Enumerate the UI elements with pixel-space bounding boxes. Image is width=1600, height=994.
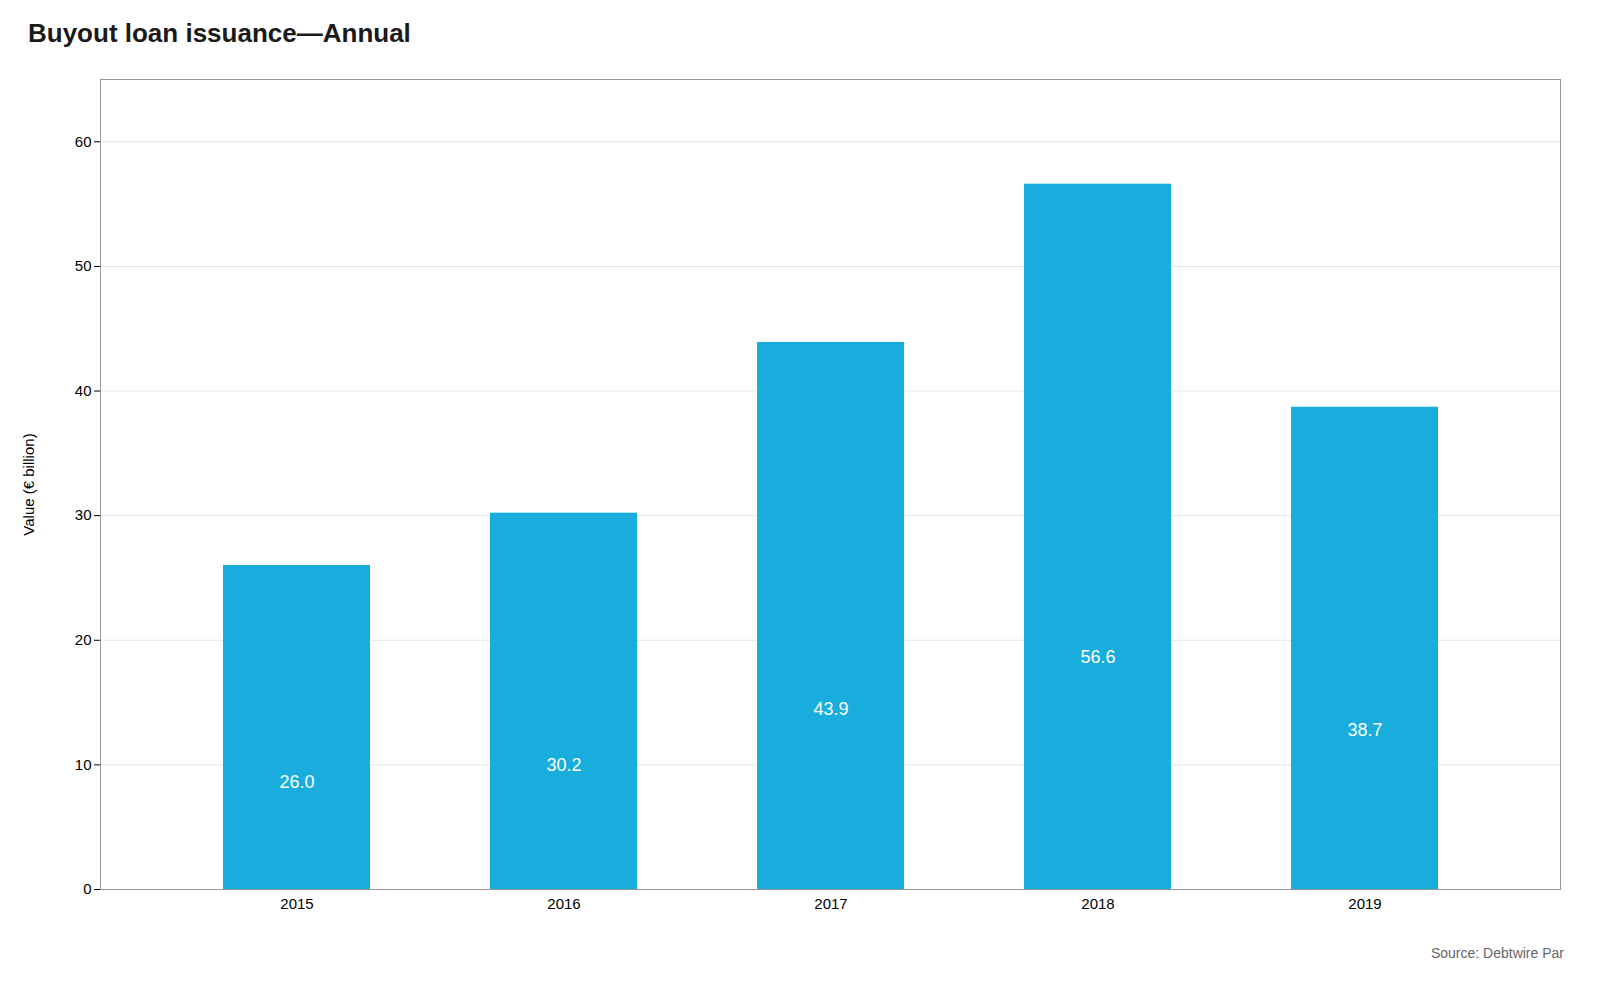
- svg-text:50: 50: [75, 257, 92, 274]
- svg-text:10: 10: [75, 756, 92, 773]
- svg-text:40: 40: [75, 382, 92, 399]
- svg-text:30: 30: [75, 506, 92, 523]
- html-text:Source: Debtwire Par: Source: Debtwire Par: [1430, 945, 1564, 961]
- svg-text:2018: 2018: [1081, 895, 1114, 912]
- svg-text:30.2: 30.2: [546, 755, 581, 775]
- svg-text:38.7: 38.7: [1347, 720, 1382, 740]
- svg-text:2019: 2019: [1348, 895, 1381, 912]
- html-text:Buyout loan issuance—Annual: Buyout loan issuance—Annual: [28, 18, 411, 48]
- svg-text:2015: 2015: [280, 895, 313, 912]
- svg-text:26.0: 26.0: [279, 772, 314, 792]
- svg-text:2017: 2017: [814, 895, 847, 912]
- svg-text:20: 20: [75, 631, 92, 648]
- svg-text:60: 60: [75, 133, 92, 150]
- svg-text:0: 0: [83, 880, 91, 897]
- svg-text:43.9: 43.9: [813, 699, 848, 719]
- svg-text:Value (€ billion): Value (€ billion): [20, 433, 37, 535]
- svg-text:2016: 2016: [547, 895, 580, 912]
- svg-text:56.6: 56.6: [1080, 647, 1115, 667]
